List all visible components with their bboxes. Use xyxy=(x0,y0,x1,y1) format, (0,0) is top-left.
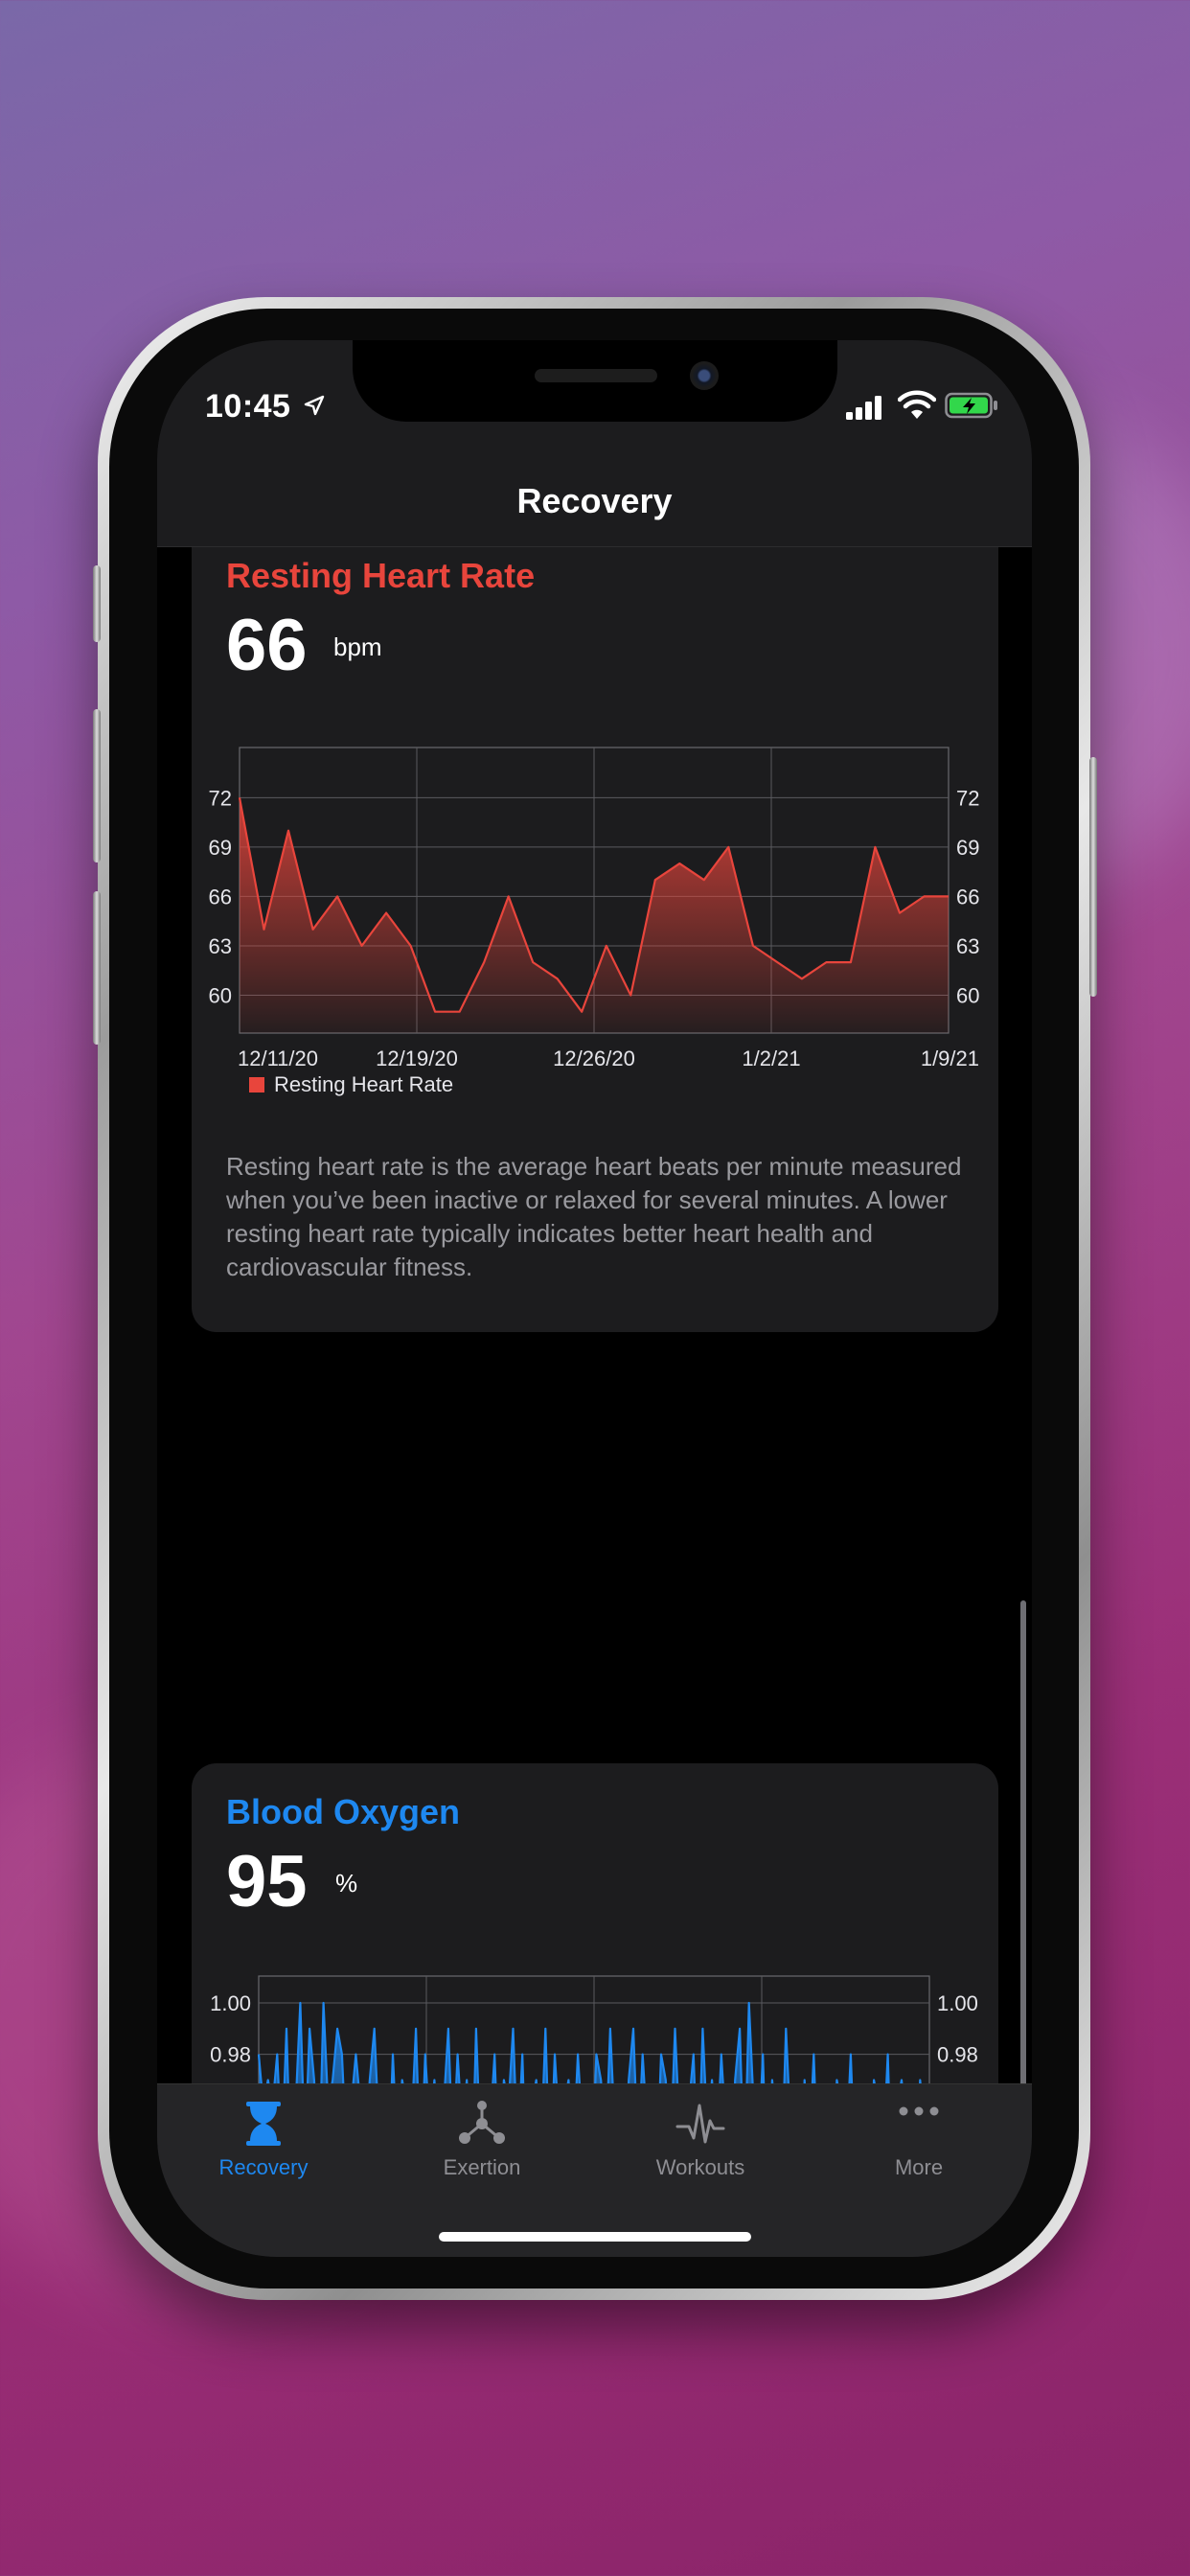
y-tick-label-left: 0.98 xyxy=(210,2043,251,2067)
status-bar: 10:45 xyxy=(157,340,1032,455)
legend-swatch xyxy=(249,1077,264,1092)
notch xyxy=(353,340,837,422)
y-tick-label-left: 69 xyxy=(209,836,232,860)
tab-bar: Recovery Exertion Workouts xyxy=(157,2083,1032,2257)
resting-hr-unit: bpm xyxy=(333,632,382,661)
legend-label: Resting Heart Rate xyxy=(274,1072,453,1096)
resting-hr-value: 66 xyxy=(226,605,308,686)
page-title: Recovery xyxy=(516,481,673,520)
y-tick-label-left: 60 xyxy=(209,983,232,1007)
blood-oxygen-unit: % xyxy=(335,1869,358,1898)
y-tick-label-left: 66 xyxy=(209,885,232,908)
x-tick-label: 1/9/21 xyxy=(921,1046,979,1070)
y-tick-label-right: 0.98 xyxy=(937,2043,978,2067)
tab-recovery-label: Recovery xyxy=(218,2155,309,2179)
tab-more[interactable]: More xyxy=(833,2100,1005,2180)
resting-hr-chart[interactable]: 60 60 63 63 66 66 69 69 72 72 12/11/20 12/19/20 12/2… xyxy=(192,728,998,1131)
y-tick-label-left: 1.00 xyxy=(210,1991,251,2015)
tab-workouts-label: Workouts xyxy=(655,2155,745,2179)
cellular-signal-icon xyxy=(846,396,881,420)
screen: 10:45 Recovery Resting Heart Rate 66 xyxy=(157,340,1032,2257)
y-tick-label-right: 72 xyxy=(956,786,979,810)
status-time: 10:45 xyxy=(205,388,291,425)
front-camera xyxy=(690,361,719,390)
y-tick-label-left: 63 xyxy=(209,934,232,958)
tab-more-label: More xyxy=(894,2155,944,2179)
hourglass-icon xyxy=(246,2102,281,2146)
series-line xyxy=(238,797,949,1013)
home-indicator[interactable] xyxy=(439,2232,751,2242)
scroll-indicator[interactable] xyxy=(1020,1600,1026,2105)
x-tick-label: 12/26/20 xyxy=(553,1046,635,1070)
y-tick-label-right: 69 xyxy=(956,836,979,860)
tab-exertion[interactable]: Exertion xyxy=(396,2100,568,2180)
mute-switch xyxy=(93,565,101,642)
y-tick-label-right: 1.00 xyxy=(937,1991,978,2015)
power-button xyxy=(1089,757,1097,997)
tab-exertion-label: Exertion xyxy=(443,2155,521,2179)
series-line xyxy=(257,2001,924,2105)
content-scroll[interactable]: Resting Heart Rate 66 bpm 60 60 63 63 66 66 69… xyxy=(157,546,1032,2105)
resting-hr-title: Resting Heart Rate xyxy=(226,556,536,595)
tab-workouts[interactable]: Workouts xyxy=(614,2100,787,2180)
blood-oxygen-value: 95 xyxy=(226,1841,308,1922)
battery-charging-icon xyxy=(945,392,997,419)
y-tick-label-right: 60 xyxy=(956,983,979,1007)
tab-recovery[interactable]: Recovery xyxy=(177,2100,350,2180)
resting-hr-description: Resting heart rate is the average heart … xyxy=(226,1152,962,1281)
volume-down-button xyxy=(93,891,101,1045)
blood-oxygen-title: Blood Oxygen xyxy=(226,1792,461,1831)
molecule-icon xyxy=(459,2101,505,2144)
speaker xyxy=(535,369,657,382)
y-tick-label-right: 63 xyxy=(956,934,979,958)
location-arrow-icon xyxy=(304,395,325,416)
series-area xyxy=(240,797,949,1033)
blood-oxygen-card[interactable]: Blood Oxygen 95 % 0.900.900.920.920.940.… xyxy=(192,1763,998,2105)
waveform-icon xyxy=(675,2104,725,2144)
y-tick-label-right: 66 xyxy=(956,885,979,908)
y-tick-label-left: 72 xyxy=(209,786,232,810)
resting-heart-rate-card[interactable]: Resting Heart Rate 66 bpm 60 60 63 63 66 66 69… xyxy=(192,546,998,1332)
volume-up-button xyxy=(93,709,101,862)
x-tick-label: 12/11/20 xyxy=(238,1046,318,1070)
wifi-icon xyxy=(898,390,936,419)
ellipsis-icon xyxy=(899,2106,939,2116)
x-tick-label: 1/2/21 xyxy=(742,1046,800,1070)
x-tick-label: 12/19/20 xyxy=(376,1046,458,1070)
